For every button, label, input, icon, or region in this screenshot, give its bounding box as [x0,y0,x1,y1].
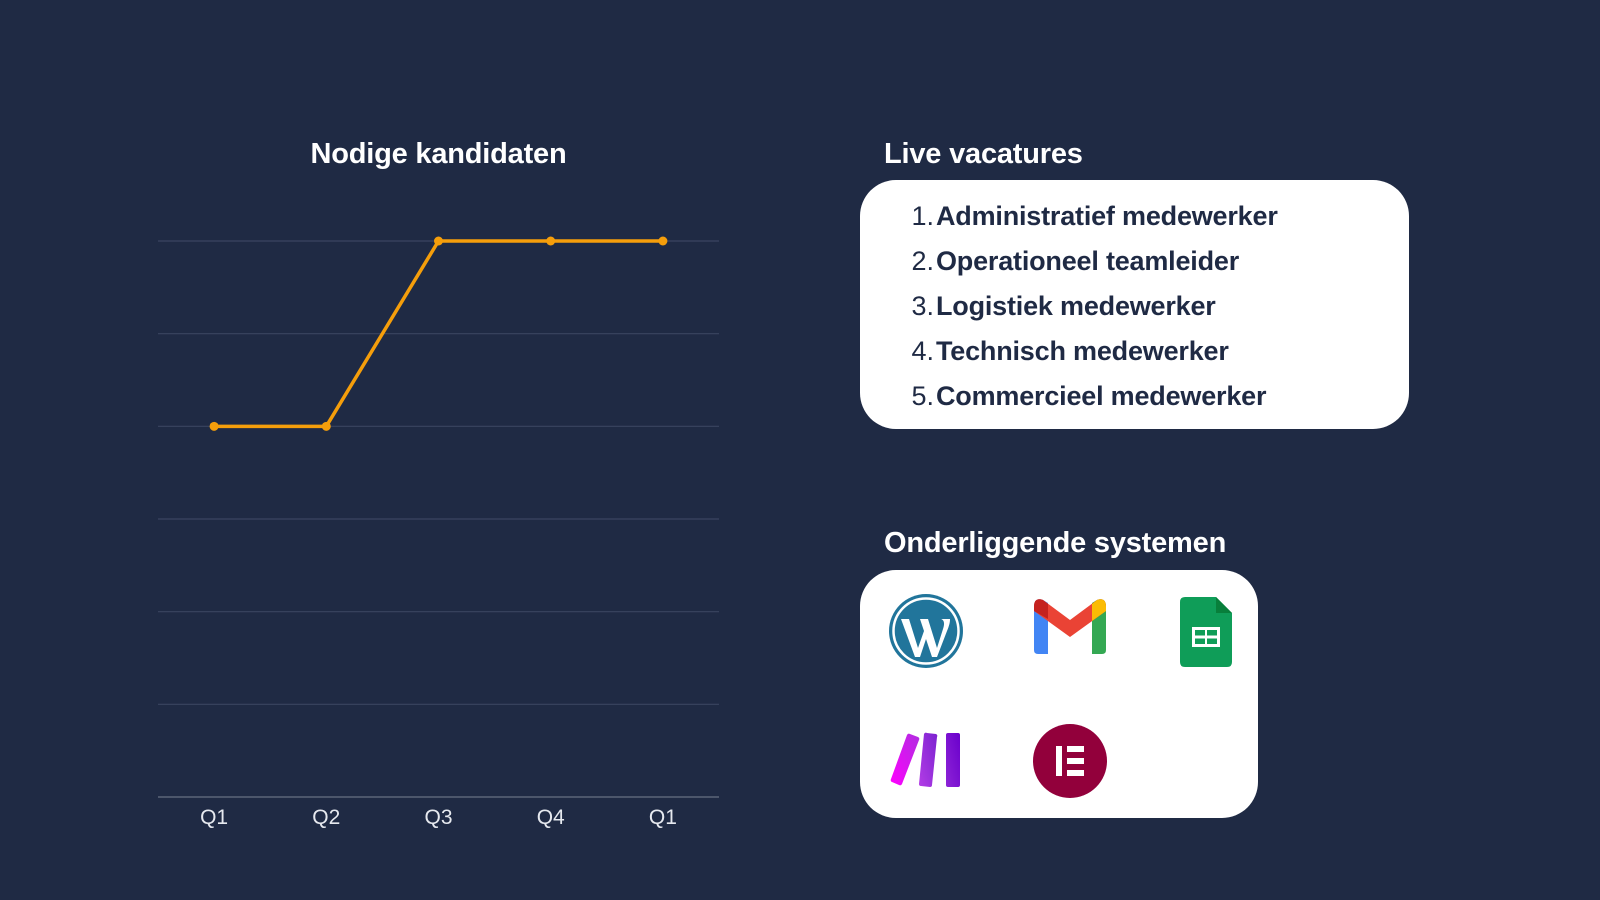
gmail-icon[interactable] [1034,597,1106,654]
vacature-number: 2. [911,246,934,276]
chart-title: Nodige kandidaten [158,140,719,169]
chart-title-text: Nodige kandidaten [310,138,567,170]
systems-card [860,570,1258,818]
x-tick-label: Q2 [312,806,340,829]
vacature-item[interactable]: 5.Commercieel medewerker [908,374,1278,419]
x-tick-label: Q3 [424,806,452,829]
vacature-number: 4. [911,336,934,366]
live-vacatures-title: Live vacatures [884,138,1083,170]
vacature-item[interactable]: 3.Logistiek medewerker [908,284,1278,329]
data-point[interactable] [209,421,219,431]
vacature-item[interactable]: 1.Administratief medewerker [908,194,1278,239]
google-sheets-icon[interactable] [1180,597,1232,667]
vacature-item[interactable]: 2.Operationeel teamleider [908,239,1278,284]
grid-lines [158,240,719,705]
x-tick-labels: Q1 Q2 Q3 Q4 Q1 [200,806,677,829]
elementor-icon[interactable] [1033,724,1107,798]
wordpress-icon[interactable] [888,593,964,669]
vacature-number: 1. [911,201,934,231]
vacatures-list: 1.Administratief medewerker 2.Operatione… [908,194,1278,419]
data-point[interactable] [546,236,556,246]
line-chart: Q1 Q2 Q3 Q4 Q1 [158,236,719,829]
x-tick-label: Q1 [200,806,228,829]
data-point[interactable] [321,421,331,431]
vacature-label: Technisch medewerker [936,336,1229,366]
x-tick-label: Q1 [649,806,677,829]
vacature-label: Commercieel medewerker [936,381,1267,411]
vacature-label: Logistiek medewerker [936,291,1216,321]
vacature-label: Administratief medewerker [936,201,1278,231]
vacature-number: 3. [911,291,934,321]
vacature-item[interactable]: 4.Technisch medewerker [908,329,1278,374]
data-point[interactable] [434,236,443,246]
systems-title: Onderliggende systemen [884,527,1227,559]
vacatures-card: 1.Administratief medewerker 2.Operatione… [860,180,1409,429]
vacature-number: 5. [911,381,934,411]
data-point[interactable] [658,236,668,246]
x-tick-label: Q4 [537,806,565,829]
make-icon[interactable] [890,732,966,788]
series-line-group [209,236,668,431]
vacature-label: Operationeel teamleider [936,246,1240,276]
